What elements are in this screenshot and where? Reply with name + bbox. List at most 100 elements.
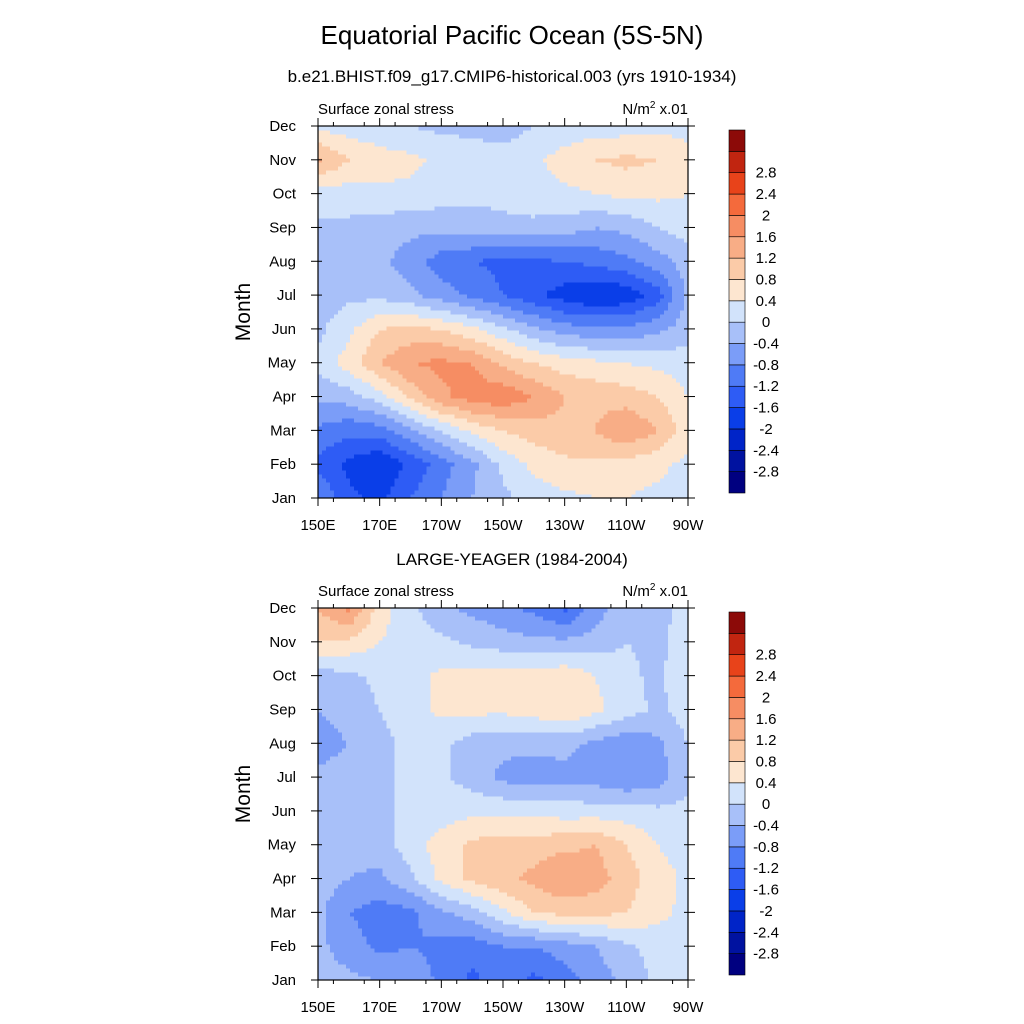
contour-cell [663,478,669,483]
contour-cell [651,390,657,395]
contour-cell [575,390,581,395]
contour-cell [390,454,396,459]
contour-cell [402,346,408,351]
contour-cell [555,466,560,471]
contour-cell [587,458,593,463]
contour-cell [551,370,556,375]
contour-cell [478,402,484,407]
contour-cell [474,398,480,403]
contour-cell [663,434,669,439]
contour-cell [563,414,568,419]
contour-cell [635,494,641,499]
contour-cell [507,302,512,307]
contour-cell [318,310,323,315]
contour-cell [623,494,629,499]
contour-cell [551,458,556,463]
contour-cell [535,466,540,471]
contour-cell [446,286,452,291]
contour-cell [434,310,440,315]
contour-cell [647,394,653,399]
contour-cell [515,430,520,435]
contour-cell [446,346,452,351]
contour-cell [675,430,681,435]
contour-cell [474,466,480,471]
contour-cell [490,342,496,347]
contour-cell [414,442,420,447]
contour-cell [627,470,633,475]
contour-cell [571,406,576,411]
contour-cell [563,302,568,307]
contour-cell [430,374,436,379]
contour-cell [503,306,508,311]
contour-cell [326,294,331,299]
contour-cell [539,294,544,299]
contour-cell [631,310,637,315]
contour-cell [446,442,452,447]
contour-cell [350,474,355,479]
contour-cell [426,458,432,463]
contour-cell [567,430,572,435]
contour-cell [663,406,669,411]
contour-cell [639,446,645,451]
contour-cell [370,454,375,459]
contour-cell [402,326,408,331]
contour-cell [543,354,548,359]
contour-cell [519,482,524,487]
contour-cell [667,446,673,451]
contour-cell [414,350,420,355]
contour-cell [486,302,492,307]
contour-cell [571,430,576,435]
contour-cell [591,322,597,327]
contour-cell [342,414,347,419]
contour-cell [583,330,589,335]
contour-cell [571,418,576,423]
contour-cell [547,382,552,387]
contour-cell [639,410,645,415]
contour-cell [547,306,552,311]
contour-cell [446,338,452,343]
contour-cell [434,350,440,355]
contour-cell [402,462,408,467]
contour-cell [426,414,432,419]
contour-cell [398,490,404,495]
contour-cell [346,470,351,475]
contour-cell [651,290,657,295]
contour-cell [599,474,605,479]
contour-cell [354,478,359,483]
contour-cell [675,458,681,463]
contour-cell [322,446,327,451]
contour-cell [555,318,560,323]
contour-cell [507,338,512,343]
contour-cell [346,282,351,287]
contour-cell [446,426,452,431]
contour-cell [462,398,468,403]
contour-cell [519,306,524,311]
contour-cell [358,306,363,311]
contour-cell [667,430,673,435]
contour-cell [631,286,637,291]
contour-cell [426,478,432,483]
contour-cell [615,350,621,355]
contour-cell [410,446,416,451]
contour-cell [354,494,359,499]
contour-cell [639,406,645,411]
contour-cell [418,494,424,499]
contour-cell [470,494,476,499]
contour-cell [631,494,637,499]
contour-cell [414,434,420,439]
contour-cell [515,306,520,311]
contour-cell [635,350,641,355]
contour-cell [490,378,496,383]
contour-cell [490,338,496,343]
contour-cell [322,290,327,295]
contour-cell [659,474,665,479]
contour-cell [438,422,444,427]
contour-cell [446,458,452,463]
contour-cell [539,318,544,323]
contour-cell [623,358,629,363]
contour-cell [607,422,613,427]
contour-cell [490,298,496,303]
contour-cell [567,330,572,335]
contour-cell [503,430,508,435]
contour-cell [647,330,653,335]
